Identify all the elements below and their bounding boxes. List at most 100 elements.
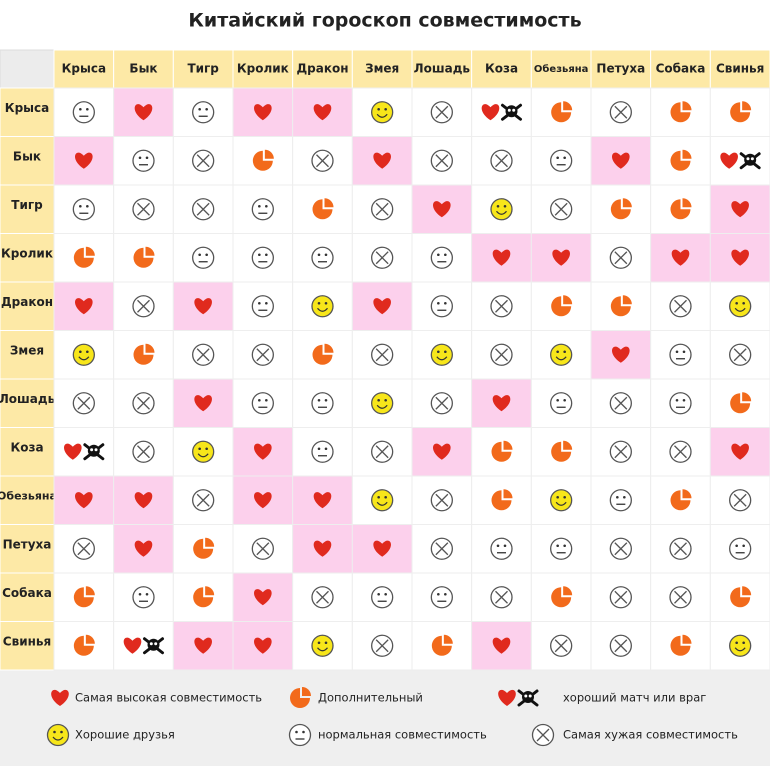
symbol (430, 149, 453, 172)
pie (491, 441, 512, 462)
eye (205, 107, 208, 111)
cross (674, 445, 687, 459)
eye (198, 447, 201, 451)
pie-slice (324, 198, 334, 208)
eye (563, 495, 566, 499)
pie (193, 587, 214, 608)
heart (75, 492, 93, 509)
mouth (376, 404, 388, 409)
column-header: Кролик (237, 62, 289, 76)
symbol (192, 198, 215, 221)
symbol (132, 392, 155, 415)
heart (134, 540, 153, 557)
symbol (192, 343, 215, 366)
pie (73, 587, 94, 608)
row-header: Коза (10, 440, 43, 454)
eye (524, 694, 528, 698)
face (490, 537, 513, 560)
pie (730, 102, 751, 123)
face (288, 723, 312, 747)
cross (137, 202, 150, 216)
symbol (132, 295, 155, 318)
symbol (371, 101, 394, 124)
face (311, 392, 334, 415)
row-header: Обезьяна (0, 489, 57, 502)
symbol (312, 343, 334, 365)
eye (746, 157, 750, 161)
pie (730, 393, 751, 414)
face (311, 295, 334, 318)
symbol (490, 343, 513, 366)
mouth (555, 356, 567, 361)
face (729, 295, 752, 318)
symbol (288, 723, 312, 747)
cross (316, 154, 329, 168)
skull-head (522, 691, 534, 703)
pie-slice (145, 246, 155, 256)
legend-label: Дополнительный (318, 691, 423, 705)
face (371, 101, 394, 124)
symbol (311, 149, 334, 172)
column-header-cell (471, 49, 532, 89)
symbol (610, 198, 632, 220)
eye (94, 448, 98, 452)
symbol (720, 152, 761, 170)
skull-head (505, 105, 518, 118)
eye (324, 641, 328, 645)
symbol (430, 392, 453, 415)
column-header-cell (709, 49, 770, 89)
symbol (730, 101, 752, 123)
cross (614, 396, 628, 410)
eye (496, 544, 500, 548)
column-header: Обезьяна (534, 63, 588, 75)
eye (324, 447, 328, 451)
eye (265, 301, 268, 305)
symbol (550, 198, 573, 221)
cross (137, 445, 150, 459)
symbol (251, 246, 274, 269)
skull (739, 152, 761, 170)
column-header: Петуха (596, 62, 645, 76)
row-header-cell (0, 427, 55, 477)
symbol (670, 634, 692, 656)
symbol (254, 637, 272, 654)
pie (610, 199, 631, 220)
cross (435, 493, 449, 507)
eye (198, 107, 201, 111)
symbol (490, 586, 513, 609)
eye (377, 107, 380, 111)
symbol (192, 489, 215, 512)
legend-label: Самая высокая совместимость (75, 691, 262, 705)
pie (73, 635, 94, 656)
symbol (433, 201, 451, 218)
heart (492, 637, 511, 654)
cross (614, 105, 628, 119)
eye (138, 592, 142, 596)
symbol (671, 249, 690, 266)
face (430, 586, 453, 609)
face (430, 343, 453, 366)
symbol (75, 152, 93, 169)
heart (492, 249, 511, 266)
heart (731, 201, 749, 218)
face (251, 198, 274, 221)
symbol (730, 586, 752, 608)
row-header-cell (0, 475, 55, 525)
pie-slice (682, 198, 692, 208)
face (251, 246, 274, 269)
pie (670, 102, 691, 123)
cross (495, 590, 508, 604)
symbol (132, 586, 155, 609)
pie (73, 247, 94, 268)
pie-slice (302, 687, 311, 696)
eye (79, 350, 82, 354)
symbol (481, 103, 522, 121)
pie (252, 150, 273, 171)
eye (556, 350, 559, 354)
heart (373, 540, 391, 557)
face (311, 634, 334, 657)
symbol (193, 537, 215, 559)
face (550, 489, 573, 512)
symbol (192, 101, 215, 124)
pie (491, 490, 512, 511)
